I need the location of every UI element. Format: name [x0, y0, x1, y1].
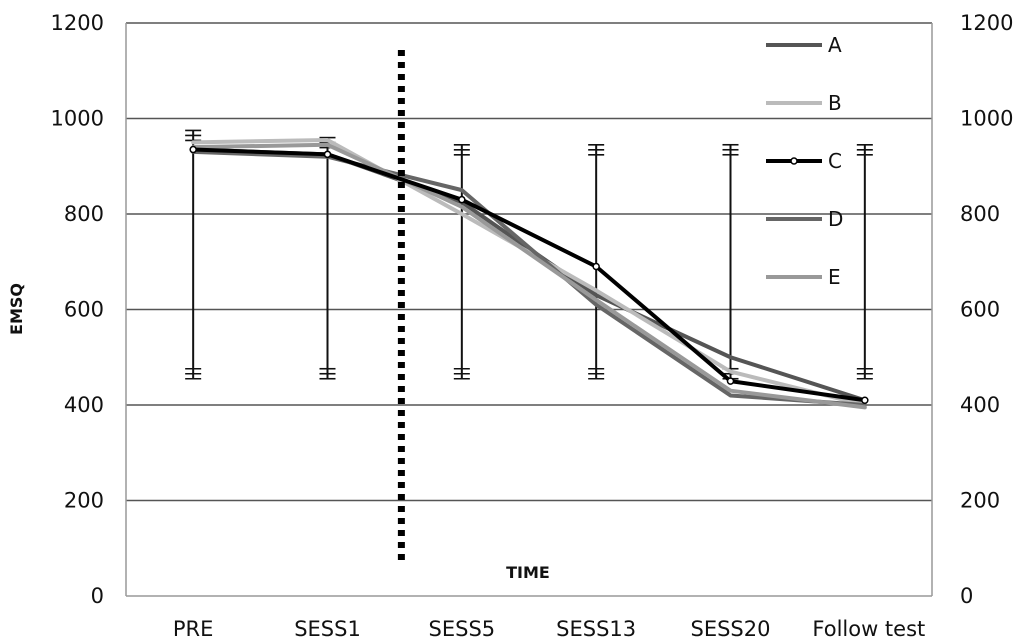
y-tick-label: 1200	[51, 11, 104, 35]
y2-tick-label: 1200	[960, 11, 1013, 35]
point-c	[861, 396, 869, 404]
legend-label: A	[828, 33, 842, 57]
gridlines	[126, 22, 932, 502]
point-c	[458, 195, 466, 204]
legend-item-a: A	[766, 33, 842, 57]
x-tick-label: PRE	[173, 617, 214, 641]
error-bar	[319, 136, 336, 380]
axes	[125, 23, 933, 597]
series-line-b	[191, 137, 867, 407]
error-bar	[588, 143, 605, 380]
legend-item-c: C	[766, 149, 842, 173]
y2-tick-label: 1000	[960, 107, 1013, 131]
legend-item-d: D	[766, 207, 843, 231]
y2-tick-label: 400	[960, 393, 1000, 417]
x-tick-label: SESS20	[691, 617, 771, 641]
error-bar	[856, 143, 873, 380]
series-line-c	[191, 147, 867, 403]
x-tick-label: SESS1	[294, 617, 361, 641]
error-bar	[453, 143, 470, 380]
series-line-d	[191, 149, 867, 407]
y-tick-label: 600	[64, 298, 104, 322]
y2-tick-label: 0	[960, 584, 973, 608]
point-c	[592, 262, 600, 271]
legend-label: C	[828, 149, 842, 173]
y-axis-ticks: 0 200 400 600 800 1000 1200	[51, 11, 104, 608]
y-tick-label: 800	[64, 202, 104, 226]
series-line-a	[191, 147, 867, 403]
legend-marker	[790, 157, 798, 165]
y-tick-label: 200	[64, 489, 104, 513]
point-c	[726, 377, 735, 385]
point-c	[323, 150, 332, 159]
legend-item-e: E	[766, 265, 841, 289]
legend: A B C D E	[766, 33, 843, 289]
y-tick-label: 400	[64, 393, 104, 417]
x-tick-label: SESS5	[429, 617, 496, 641]
x-axis-ticks: PRE SESS1 SESS5 SESS13 SESS20 Follow test	[173, 617, 925, 641]
y-axis-title: EMSQ	[7, 283, 26, 335]
y2-axis-ticks: 0 200 400 600 800 1000 1200	[960, 11, 1013, 608]
y-tick-label: 1000	[51, 107, 104, 131]
y2-tick-label: 600	[960, 298, 1000, 322]
error-bars	[185, 129, 873, 380]
x-tick-label: Follow test	[812, 617, 925, 641]
x-axis-title: TIME	[506, 563, 550, 582]
error-bar	[185, 129, 202, 380]
legend-item-b: B	[766, 91, 842, 115]
series-line-e	[191, 142, 867, 410]
legend-label: B	[828, 91, 842, 115]
error-bar	[722, 143, 739, 380]
y-tick-label: 0	[91, 584, 104, 608]
y2-tick-label: 200	[960, 489, 1000, 513]
legend-label: E	[828, 265, 841, 289]
x-tick-label: SESS13	[556, 617, 636, 641]
series-lines	[189, 137, 869, 410]
y2-tick-label: 800	[960, 202, 1000, 226]
point-c	[189, 145, 197, 154]
legend-label: D	[828, 207, 843, 231]
